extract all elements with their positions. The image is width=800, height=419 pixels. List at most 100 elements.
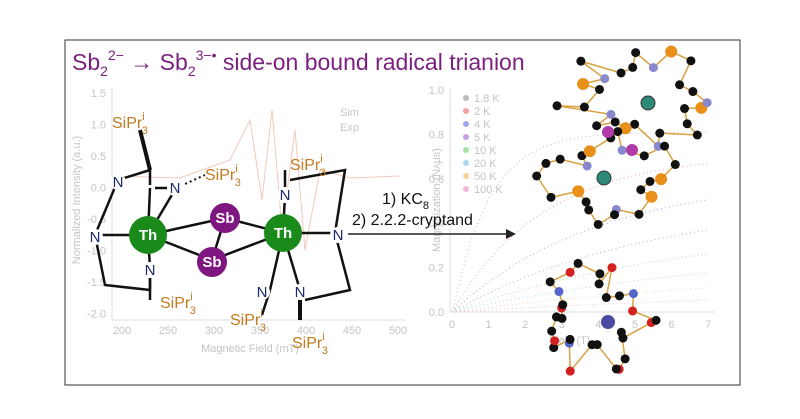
crystal-atom [610, 117, 620, 127]
atom-label: N [257, 284, 268, 301]
faint-curve [451, 272, 709, 313]
crystal-atom [550, 336, 560, 346]
crystal-atom [584, 205, 594, 215]
crystal-atom [628, 306, 638, 316]
atom-label: N [295, 284, 306, 301]
crystal-atom [670, 160, 680, 170]
th-atom [129, 216, 167, 254]
legend-marker [463, 160, 469, 166]
crystal-atom [595, 269, 605, 279]
silyl-part: 3 [320, 167, 326, 179]
crystal-atom [545, 277, 555, 287]
crystal-atom [594, 279, 604, 289]
crystal-atom [613, 127, 623, 137]
sb-atom [197, 247, 227, 277]
crystal-bond [580, 60, 606, 80]
silyl-part: SiPr [112, 115, 143, 132]
reaction-step: 2) 2.2.2-cryptand [352, 212, 473, 229]
crystal-atom [692, 130, 702, 140]
crystal-bond [568, 343, 571, 372]
x-tick-label: 350 [251, 325, 269, 337]
crystal-bond [622, 321, 652, 339]
silyl-part: i [142, 111, 144, 123]
sb-atom [602, 126, 614, 138]
x-tick-label: 200 [113, 325, 131, 337]
legend-label: Exp [340, 122, 359, 134]
th-atom [264, 214, 302, 252]
atom-label: N [333, 227, 344, 244]
crystal-bond [596, 344, 617, 370]
crystal-atom [619, 122, 632, 135]
y-tick-label: 1.0 [429, 85, 444, 97]
y-tick-label: 0.4 [429, 218, 444, 230]
crystal-bond [634, 123, 659, 147]
crystal-atom [587, 340, 597, 350]
crystal-atom [648, 63, 658, 73]
crystal-atom [628, 289, 638, 299]
atom-label: Sb [215, 210, 234, 227]
crystal-atom [583, 145, 596, 158]
n-atom-bg [110, 174, 126, 190]
atom-label: N [113, 174, 124, 191]
n-atom-bg [277, 187, 293, 203]
crystal-atom [555, 154, 565, 164]
crystal-atom [675, 80, 685, 90]
crystal-atom [686, 56, 696, 66]
crystal-atom [565, 366, 575, 376]
legend-label: 100 K [474, 184, 503, 196]
x-axis-label: Magnetic Field (mT) [201, 343, 299, 355]
y-tick-label: 0.0 [429, 307, 444, 319]
legend-marker [463, 147, 469, 153]
crystal-atom [655, 173, 668, 186]
silyl-part: 3 [190, 305, 196, 317]
n-atom-bg [167, 180, 183, 196]
x-tick-label: 3 [559, 319, 565, 331]
crystal-atom [595, 84, 605, 94]
crystal-bond [569, 344, 593, 372]
atom-label: N [280, 187, 291, 204]
crystal-atom [565, 334, 575, 344]
crystal-atom [645, 190, 658, 203]
y-tick-label: 0.0 [91, 183, 106, 195]
crystal-atom [549, 343, 559, 353]
x-tick-label: 7 [705, 319, 711, 331]
n-atom-bg [87, 229, 103, 245]
crystal-atom [665, 45, 678, 58]
crystal-atom [616, 68, 626, 78]
crystal-atom [653, 141, 663, 151]
crystal-bond [560, 158, 588, 167]
n-atom-bg [330, 227, 346, 243]
crystal-atom [565, 267, 575, 277]
crystal-atom [620, 354, 630, 364]
sb-atom [626, 144, 638, 156]
crystal-atom [558, 300, 568, 310]
crystal-atom [541, 158, 551, 168]
bond [138, 129, 152, 171]
trace [111, 109, 401, 251]
crystal-atom [630, 119, 640, 129]
crystal-atom [579, 102, 589, 112]
crystal-atom [547, 326, 557, 336]
crystal-atom [573, 258, 583, 268]
crystal-bond [556, 105, 585, 108]
silyl-label: SiPri 3 [230, 308, 266, 334]
crystal-bond [580, 60, 622, 74]
epr-plot: Sim Exp Magnetic Field (mT) Normalized I… [71, 88, 407, 355]
crystal-atom [606, 109, 616, 119]
y-tick-label: 1.0 [91, 120, 106, 132]
silyl-label: SiPri 3 [290, 153, 326, 179]
crystal-atom [577, 78, 590, 91]
y-tick-label: 0.8 [429, 129, 444, 141]
faint-curve [451, 199, 709, 313]
legend-marker [463, 121, 469, 127]
y-tick-label: -1.0 [87, 246, 106, 258]
silyl-label: SiPri 3 [205, 163, 241, 189]
crystal-atom [557, 313, 567, 323]
crystal-atom [634, 209, 644, 219]
x-tick-label: 5 [632, 319, 638, 331]
legend-label: 4 K [474, 119, 491, 131]
crystal-atom [572, 185, 585, 198]
crystal-atom [628, 62, 638, 72]
crystal-atom [645, 176, 655, 186]
silyl-label: SiPri 3 [292, 331, 328, 357]
